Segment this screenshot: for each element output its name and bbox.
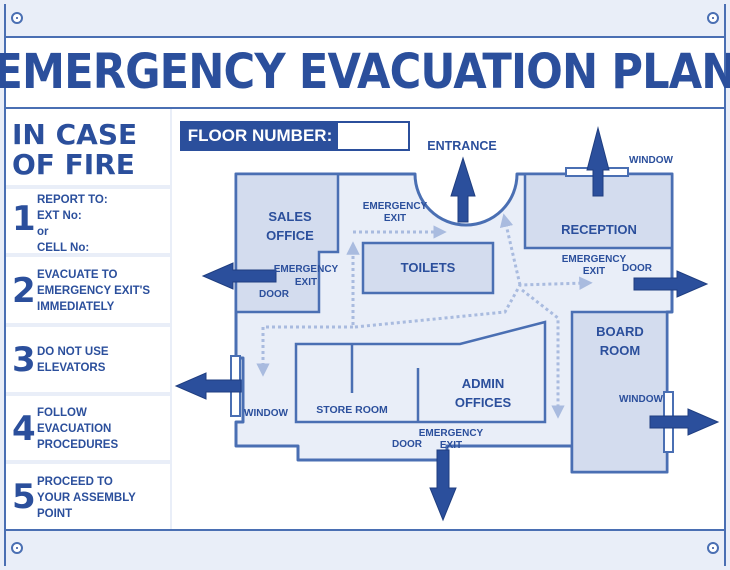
floor-number-label: FLOOR NUMBER: (182, 123, 338, 149)
step-text: PROCEED TO YOUR ASSEMBLY POINT (37, 474, 136, 522)
step-line: EXT No: (37, 210, 82, 222)
board-room (570, 310, 669, 474)
step-number: 3 (12, 340, 36, 380)
step-panel-1 (6, 189, 170, 253)
step-line: FOLLOW (37, 407, 87, 419)
screw-icon (707, 12, 719, 24)
step-2: 2 EVACUATE TO EMERGENCY EXIT'S IMMEDIATE… (6, 257, 168, 323)
sales-exit-arrow-icon (201, 262, 277, 290)
exit-label-bottom: EXIT (440, 440, 462, 451)
store-admin-block (294, 320, 547, 424)
door-label-bottom: DOOR (392, 439, 423, 450)
step-panel-2 (6, 257, 170, 323)
exit-label-top: EXIT (384, 213, 406, 224)
step-line: or (37, 226, 49, 238)
step-line: YOUR ASSEMBLY (37, 492, 136, 504)
screw-icon (11, 542, 23, 554)
board-room-label-1: BOARD (596, 324, 644, 339)
window-label-left: WINDOW (244, 408, 288, 419)
exit-label-reception: EMERGENCY (562, 254, 627, 265)
fire-header-panel (6, 109, 170, 185)
fire-heading: IN CASE OF FIRE (12, 120, 164, 180)
door-label-reception: DOOR (622, 263, 653, 274)
step-line: EVACUATION (37, 423, 112, 435)
step-number: 4 (12, 409, 36, 449)
toilets-label: TOILETS (401, 260, 456, 275)
step-text: EVACUATE TO EMERGENCY EXIT'S IMMEDIATELY (37, 267, 150, 315)
step-number: 1 (12, 199, 36, 239)
step-number: 5 (12, 477, 36, 517)
title-panel (6, 38, 724, 107)
step-5: 5 PROCEED TO YOUR ASSEMBLY POINT (6, 464, 168, 529)
step-line: PROCEDURES (37, 439, 119, 451)
bottom-exit-arrow-icon (429, 449, 457, 522)
admin-offices-label-1: ADMIN (462, 376, 505, 391)
step-text: FOLLOW EVACUATION PROCEDURES (37, 405, 118, 453)
window-label-board: WINDOW (619, 394, 663, 405)
step-panel-4 (6, 396, 170, 460)
frame-left-line (4, 4, 6, 566)
step-3: 3 DO NOT USE ELEVATORS (6, 327, 168, 392)
step-line: PROCEED TO (37, 476, 113, 488)
fire-heading-line-2: OF FIRE (12, 148, 135, 181)
step-line: DO NOT USE (37, 346, 109, 358)
step-line: IMMEDIATELY (37, 301, 115, 313)
board-room-label-2: ROOM (600, 343, 640, 358)
route-arrow (499, 213, 522, 286)
sales-office-label-1: SALES (268, 209, 312, 224)
exit-label-sales: EMERGENCY (274, 264, 339, 275)
floor-number-box[interactable]: FLOOR NUMBER: (180, 121, 410, 151)
page-title: EMERGENCY EVACUATION PLAN (0, 44, 730, 100)
step-line: REPORT TO: (37, 194, 108, 206)
toilets-room (361, 241, 495, 295)
exit-label-bottom: EMERGENCY (419, 428, 484, 439)
window-label-reception: WINDOW (629, 155, 673, 166)
reception-window-arrow-icon (586, 126, 610, 197)
reception-label: RECEPTION (561, 222, 637, 237)
step-line: EMERGENCY EXIT'S (37, 285, 151, 297)
route-arrow (256, 325, 353, 377)
step-4: 4 FOLLOW EVACUATION PROCEDURES (6, 396, 168, 460)
step-line: EVACUATE TO (37, 269, 118, 281)
step-line: POINT (37, 508, 73, 520)
frame-title-bottom-line (4, 107, 726, 109)
exit-label-reception: EXIT (583, 266, 605, 277)
exit-label-sales: EXIT (295, 277, 317, 288)
step-text: REPORT TO: EXT No: or CELL No: (37, 192, 108, 256)
step-line: CELL No: (37, 242, 90, 254)
frame-right-line (724, 4, 726, 566)
step-line: ELEVATORS (37, 362, 106, 374)
route-arrow (521, 288, 565, 419)
screw-icon (707, 542, 719, 554)
board-room-exit-arrow-icon (649, 408, 720, 436)
exit-label-top: EMERGENCY (363, 201, 428, 212)
fire-heading-line-1: IN CASE (12, 118, 138, 151)
step-panel-5 (6, 464, 170, 529)
step-number: 2 (12, 271, 36, 311)
frame-top-line (4, 36, 726, 38)
step-panel-3 (6, 327, 170, 392)
screw-icon (11, 12, 23, 24)
frame-bottom-line (4, 529, 726, 531)
step-text: DO NOT USE ELEVATORS (37, 344, 109, 376)
window-left-arrow-icon (174, 372, 242, 400)
store-room-label: STORE ROOM (316, 404, 388, 416)
step-1: 1 REPORT TO: EXT No: or CELL No: (6, 189, 168, 256)
admin-offices-label-2: OFFICES (455, 395, 512, 410)
door-label-sales: DOOR (259, 289, 290, 300)
sales-office-label-2: OFFICE (266, 228, 314, 243)
entrance-arrow-icon (450, 156, 476, 223)
entrance-label: ENTRANCE (427, 139, 496, 153)
reception-exit-arrow-icon (633, 270, 709, 298)
